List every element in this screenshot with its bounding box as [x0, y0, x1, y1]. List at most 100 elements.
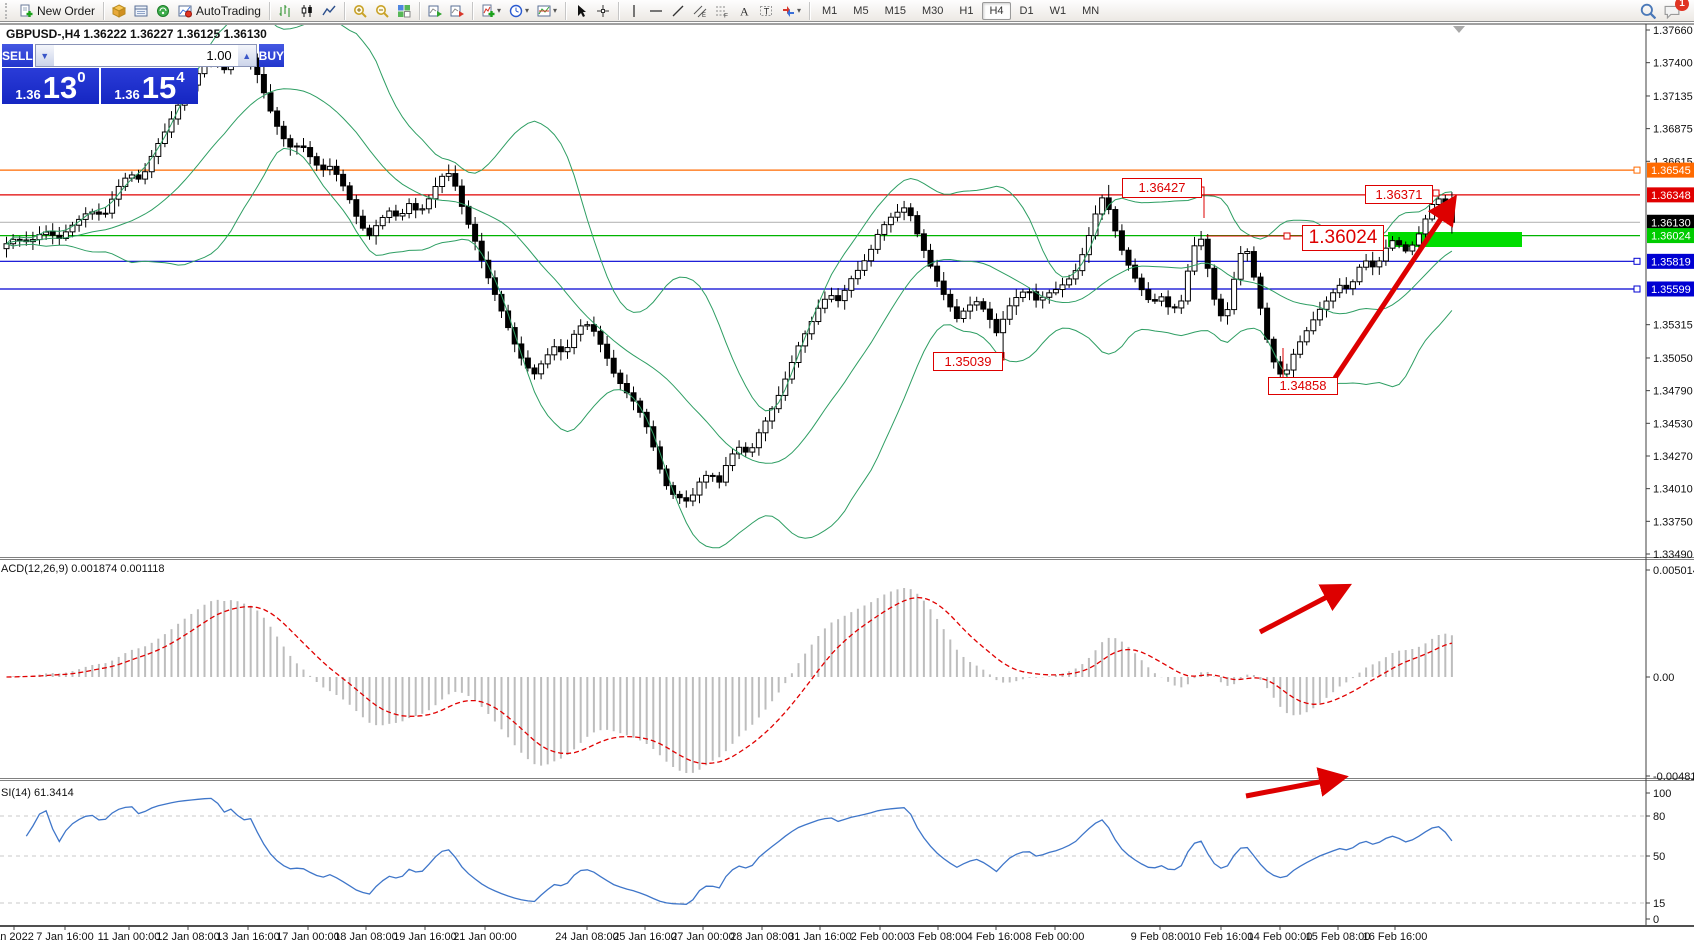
chart-shift-button[interactable]	[446, 0, 468, 22]
chart-bars-icon	[279, 4, 290, 17]
price-axis-label: 1.33750	[1653, 516, 1693, 528]
navigator-button[interactable]	[152, 0, 174, 22]
new-order-icon	[20, 4, 33, 17]
cube-icon	[112, 3, 127, 18]
text-button[interactable]: A	[733, 0, 755, 22]
chart-bars-button[interactable]	[274, 0, 296, 22]
text-label-button[interactable]: T	[755, 0, 777, 22]
rsi-axis-label: 0	[1653, 914, 1659, 926]
symbol-ohlc-header: GBPUSD-,H4 1.36222 1.36227 1.36125 1.361…	[6, 27, 267, 41]
sell-price-big: 13	[42, 69, 78, 105]
time-axis-label: 11 Jan 00:00	[98, 931, 161, 943]
time-axis-label: 16 Feb 16:00	[1363, 931, 1428, 943]
rsi-axis-label: 100	[1653, 788, 1671, 800]
vertical-line-button[interactable]	[623, 0, 645, 22]
chart-candles-button[interactable]	[296, 0, 318, 22]
svg-text:T: T	[764, 6, 770, 16]
trendline-button[interactable]	[667, 0, 689, 22]
period-m5-button[interactable]: M5	[853, 4, 869, 17]
period-mn-button[interactable]: MN	[1082, 4, 1100, 17]
time-axis-label: 14 Feb 00:00	[1248, 931, 1313, 943]
price-badge-label: 1.36024	[1651, 231, 1691, 243]
price-badge-label: 1.36545	[1651, 165, 1691, 177]
price-badge	[1647, 162, 1694, 178]
chevron-down-icon[interactable]: ▾	[524, 6, 529, 15]
price-annotation[interactable]: 1.36371	[1365, 185, 1433, 204]
zoom-in-button[interactable]	[349, 0, 371, 22]
price-badge-label: 1.35819	[1651, 256, 1691, 268]
price-annotation[interactable]: 1.36427	[1122, 178, 1202, 198]
cursor-icon	[578, 4, 586, 17]
time-axis-label: 7 Jan 16:00	[36, 931, 94, 943]
data-window-button[interactable]	[130, 0, 152, 22]
sell-button[interactable]: SELL	[2, 44, 33, 67]
period-d1-button[interactable]: D1	[1019, 4, 1034, 17]
price-axis-label: 1.35050	[1653, 353, 1693, 365]
crosshair-icon	[597, 4, 609, 17]
indicators-icon	[482, 4, 495, 17]
indicators-button[interactable]: ▾	[477, 0, 505, 22]
market-watch-button[interactable]	[108, 0, 130, 22]
arrows-button[interactable]: ▾	[777, 0, 805, 22]
chevron-down-icon[interactable]: ▾	[797, 6, 802, 15]
sell-price[interactable]: 1.36 13 0	[2, 68, 99, 104]
fibonacci-button[interactable]: F	[711, 0, 733, 22]
tile-windows-button[interactable]	[393, 0, 415, 22]
templates-button[interactable]: ▾	[533, 0, 561, 22]
price-badge-label: 1.36130	[1651, 217, 1691, 229]
autotrading-button[interactable]: AutoTrading	[174, 0, 265, 22]
search-button[interactable]	[1636, 0, 1660, 22]
macd-signal-line	[6, 596, 1453, 765]
time-axis-label: 21 Jan 00:00	[453, 931, 517, 943]
price-annotation[interactable]: 1.36024	[1302, 225, 1384, 251]
annotation-anchor-square	[1432, 189, 1440, 197]
chart-shift-marker	[1453, 26, 1465, 33]
chevron-down-icon[interactable]: ▾	[496, 6, 501, 15]
price-badge-label: 1.35599	[1651, 284, 1691, 296]
volume-increase-button[interactable]: ▲	[237, 45, 256, 66]
buy-price[interactable]: 1.36 15 4	[101, 68, 198, 104]
zoom-out-button[interactable]	[371, 0, 393, 22]
sell-price-sup: 0	[77, 69, 86, 86]
zoom-in-icon	[353, 4, 367, 18]
cursor-button[interactable]	[570, 0, 592, 22]
toolbar-separator	[618, 1, 619, 20]
macd-label: ACD(12,26,9) 0.001874 0.001118	[1, 563, 165, 575]
period-m15-button[interactable]: M15	[884, 4, 906, 17]
volume-decrease-button[interactable]: ▼	[35, 45, 54, 66]
time-axis-label: 19 Jan 16:00	[393, 931, 457, 943]
price-annotation[interactable]: 1.35039	[933, 352, 1003, 371]
period-m1-button[interactable]: M1	[822, 4, 838, 17]
period-h4-button[interactable]: H4	[982, 1, 1011, 20]
volume-input[interactable]	[53, 45, 238, 66]
periods-button[interactable]: ▾	[505, 0, 533, 22]
price-annotation[interactable]: 1.34858	[1268, 377, 1338, 395]
trend-arrow-rsi	[1245, 767, 1349, 799]
notifications-button[interactable]: 1	[1660, 0, 1689, 22]
chart-line-button[interactable]	[318, 0, 340, 22]
annotation-anchor-square	[1283, 232, 1291, 240]
period-m30-button[interactable]: M30	[921, 4, 944, 17]
auto-scroll-button[interactable]	[424, 0, 446, 22]
clock-icon	[509, 4, 523, 17]
horizontal-line-button[interactable]	[645, 0, 667, 22]
buy-button[interactable]: BUY	[258, 44, 285, 67]
rsi-line	[25, 797, 1453, 905]
time-axis-label: 3 Feb 08:00	[909, 931, 968, 943]
time-axis-label: 24 Jan 08:00	[555, 931, 619, 943]
period-w1-button[interactable]: W1	[1049, 4, 1067, 17]
line-endpoint-square	[1633, 285, 1641, 293]
equidistant-channel-button[interactable]: E	[689, 0, 711, 22]
time-axis-label: 13 Jan 16:00	[216, 931, 280, 943]
zoom-out-icon	[375, 4, 389, 18]
period-h1-button[interactable]: H1	[959, 4, 974, 17]
macd-axis-label: -0.004812	[1653, 771, 1694, 783]
new-order-button[interactable]: New Order	[15, 0, 99, 22]
chevron-down-icon[interactable]: ▾	[552, 6, 557, 15]
chartshift-icon	[450, 5, 464, 17]
time-axis-label: 31 Jan 16:00	[788, 931, 852, 943]
price-badge	[1647, 214, 1694, 230]
crosshair-button[interactable]	[592, 0, 614, 22]
vline-icon	[633, 4, 635, 17]
